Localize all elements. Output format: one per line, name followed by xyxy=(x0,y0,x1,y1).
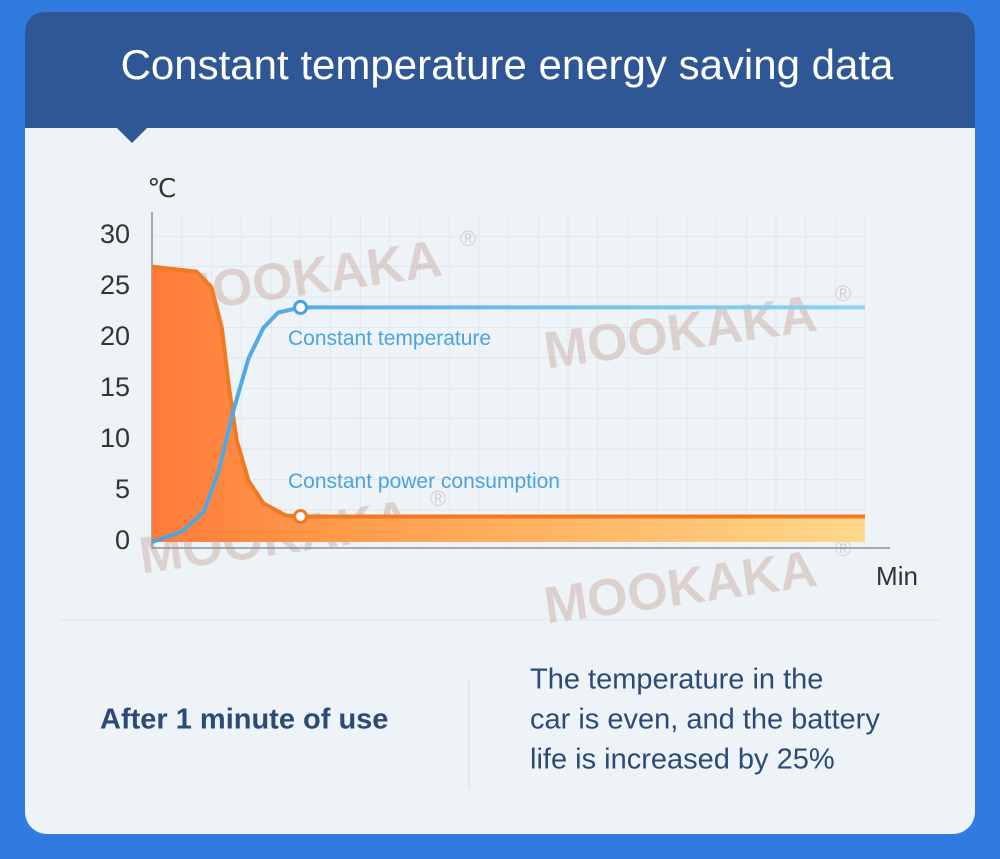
y-tick-label: 15 xyxy=(100,372,130,402)
y-axis-label: ℃ xyxy=(147,173,176,203)
header-pointer xyxy=(117,128,147,143)
y-tick-label: 10 xyxy=(100,423,130,453)
series-label: Constant power consumption xyxy=(288,470,560,493)
area xyxy=(152,266,865,542)
grid xyxy=(152,214,865,548)
footer-right: life is increased by 25% xyxy=(530,744,835,776)
series-line xyxy=(151,305,865,544)
x-axis-label: Min xyxy=(876,561,918,591)
y-tick-label: 0 xyxy=(115,525,130,555)
point-marker xyxy=(293,299,309,315)
plot: 0 5 10 15 20 25 30 ℃ Min Constant power consumpti… xyxy=(100,173,918,591)
watermark: ® xyxy=(430,486,446,511)
footer-right: car is even, and the battery xyxy=(530,704,880,736)
y-tick-label: 30 xyxy=(100,219,130,249)
series-label: Constant temperature xyxy=(288,327,491,350)
watermark: ® xyxy=(835,281,851,306)
header-band xyxy=(25,12,975,128)
footer-left: After 1 minute of use xyxy=(100,704,388,736)
y-tick-label: 25 xyxy=(100,270,130,300)
y-tick-label: 5 xyxy=(115,474,130,504)
footer-right: The temperature in the xyxy=(530,664,823,696)
series-line xyxy=(151,264,865,519)
y-tick-label: 20 xyxy=(100,321,130,351)
watermark: ® xyxy=(460,226,476,251)
point-marker xyxy=(293,509,309,524)
header-title: Constant temperature energy saving data xyxy=(121,41,894,88)
